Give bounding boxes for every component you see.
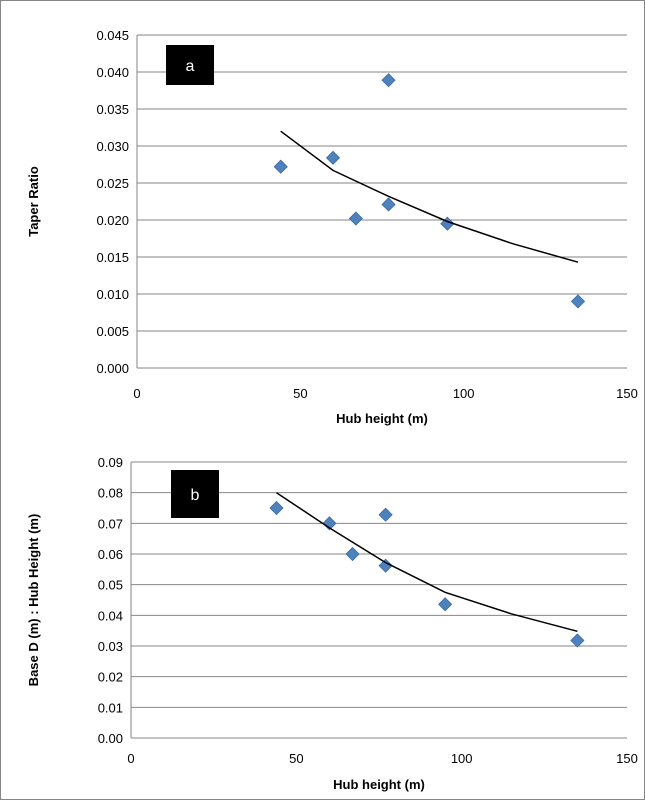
y-tick-label: 0.08 bbox=[98, 486, 123, 501]
panel-label-box bbox=[171, 470, 219, 518]
x-tick-labels: 0 50 100 150 bbox=[127, 751, 637, 766]
y-tick-label: 0.05 bbox=[98, 578, 123, 593]
y-tick-label: 0.07 bbox=[98, 516, 123, 531]
data-point bbox=[269, 500, 284, 516]
y-tick-labels: 0.000 0.005 0.010 0.015 0.020 0.025 0.030 0.035… bbox=[96, 28, 129, 376]
y-tick-label: 0.010 bbox=[96, 287, 129, 302]
data-point bbox=[325, 150, 341, 165]
y-tick-label: 0.01 bbox=[98, 700, 123, 715]
x-tick-label: 0 bbox=[127, 751, 134, 766]
y-axis-label: Taper Ratio bbox=[26, 166, 41, 237]
y-tick-label: 0.015 bbox=[96, 250, 129, 265]
x-tick-label: 150 bbox=[616, 386, 638, 401]
y-tick-label: 0.035 bbox=[96, 102, 129, 117]
data-points bbox=[273, 73, 586, 309]
x-tick-label: 150 bbox=[616, 751, 638, 766]
y-tick-label: 0.09 bbox=[98, 455, 123, 470]
y-tick-label: 0.04 bbox=[98, 608, 123, 623]
y-tick-label: 0.00 bbox=[98, 731, 123, 746]
y-tick-label: 0.03 bbox=[98, 639, 123, 654]
panel-label-box bbox=[166, 45, 214, 85]
data-point bbox=[570, 633, 585, 648]
trendline bbox=[276, 492, 578, 633]
data-point bbox=[381, 73, 396, 88]
data-point bbox=[378, 507, 393, 522]
y-tick-label: 0.045 bbox=[96, 28, 129, 43]
x-axis-label: Hub height (m) bbox=[336, 411, 428, 426]
y-tick-label: 0.02 bbox=[98, 670, 123, 685]
panel-label: a bbox=[186, 58, 195, 75]
chart-panel-b: 0.00 0.01 0.02 0.03 0.04 0.05 0.06 0.07 0.08 0.09… bbox=[26, 455, 638, 792]
data-point bbox=[381, 197, 396, 212]
y-tick-label: 0.040 bbox=[96, 65, 129, 80]
data-point bbox=[345, 546, 360, 562]
data-point bbox=[570, 294, 586, 309]
data-point bbox=[348, 211, 363, 226]
x-tick-label: 0 bbox=[133, 386, 140, 401]
y-tick-label: 0.000 bbox=[96, 361, 129, 376]
trendline bbox=[280, 130, 579, 263]
y-tick-label: 0.030 bbox=[96, 139, 129, 154]
y-tick-label: 0.020 bbox=[96, 213, 129, 228]
x-axis-label: Hub height (m) bbox=[333, 777, 425, 792]
x-tick-label: 100 bbox=[451, 751, 473, 766]
x-tick-labels: 0 50 100 150 bbox=[133, 386, 637, 401]
x-tick-label: 100 bbox=[453, 386, 475, 401]
data-point bbox=[273, 159, 288, 174]
chart-panel-a: 0.000 0.005 0.010 0.015 0.020 0.025 0.030 0.035… bbox=[26, 28, 638, 426]
panel-label: b bbox=[191, 487, 200, 504]
y-tick-label: 0.06 bbox=[98, 547, 123, 562]
gridlines bbox=[131, 461, 627, 708]
y-tick-label: 0.025 bbox=[96, 176, 129, 191]
data-point bbox=[378, 558, 393, 573]
y-tick-labels: 0.00 0.01 0.02 0.03 0.04 0.05 0.06 0.07 0.08 0.09 bbox=[98, 455, 123, 746]
data-point bbox=[438, 597, 453, 612]
y-axis-label: Base D (m) : Hub Height (m) bbox=[26, 514, 41, 687]
y-tick-label: 0.005 bbox=[96, 324, 129, 339]
gridlines bbox=[137, 34, 627, 332]
x-tick-label: 50 bbox=[289, 751, 303, 766]
x-tick-label: 50 bbox=[293, 386, 307, 401]
